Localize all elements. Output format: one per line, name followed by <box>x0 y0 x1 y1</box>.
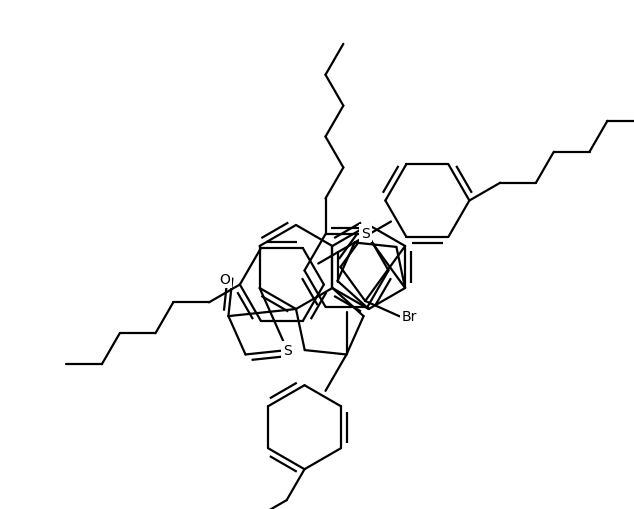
Text: S: S <box>283 344 292 357</box>
Text: S: S <box>361 227 370 241</box>
Text: O: O <box>219 272 230 286</box>
Text: Br: Br <box>402 310 417 324</box>
